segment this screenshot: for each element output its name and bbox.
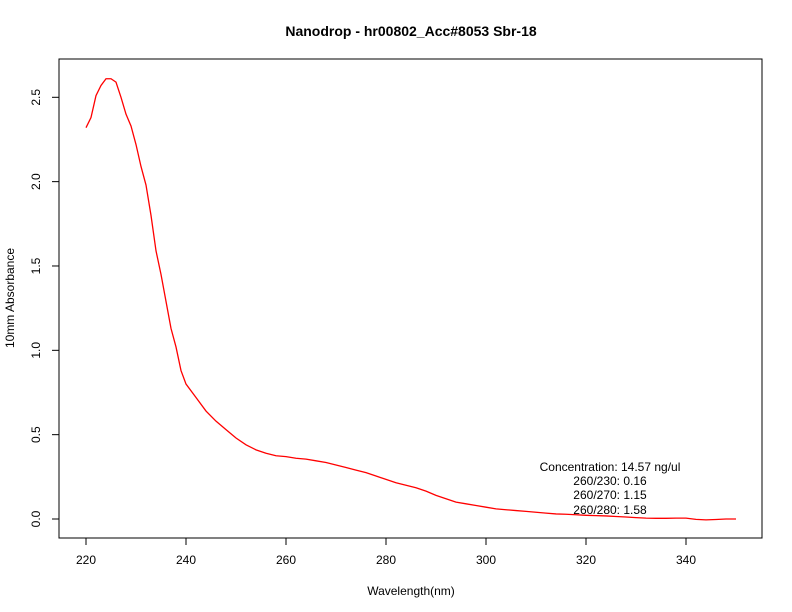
y-tick-label: 2.0 bbox=[29, 173, 43, 190]
y-tick-label: 0.5 bbox=[29, 426, 43, 443]
annotation-260-270: 260/270: 1.15 bbox=[573, 488, 647, 502]
annotation-260-280: 260/280: 1.58 bbox=[573, 503, 647, 517]
y-tick-label: 1.0 bbox=[29, 342, 43, 359]
x-tick-label: 280 bbox=[376, 553, 396, 567]
x-tick-label: 240 bbox=[176, 553, 196, 567]
annotation-concentration: Concentration: 14.57 ng/ul bbox=[540, 460, 681, 474]
x-tick-label: 220 bbox=[76, 553, 96, 567]
absorbance-series-line bbox=[85, 78, 736, 521]
y-axis-label: 10mm Absorbance bbox=[3, 248, 17, 348]
x-tick-label: 300 bbox=[476, 553, 496, 567]
x-axis-label: Wavelength(nm) bbox=[367, 584, 455, 598]
y-axis: 0.0 0.5 1.0 1.5 2.0 2.5 bbox=[29, 89, 60, 527]
x-tick-label: 260 bbox=[276, 553, 296, 567]
annotation-block: Concentration: 14.57 ng/ul 260/230: 0.16… bbox=[540, 460, 681, 517]
x-tick-label: 320 bbox=[576, 553, 596, 567]
x-axis: 220 240 260 280 300 320 340 bbox=[76, 537, 696, 567]
y-tick-label: 0.0 bbox=[29, 510, 43, 527]
chart-title: Nanodrop - hr00802_Acc#8053 Sbr-18 bbox=[285, 23, 537, 39]
y-tick-label: 2.5 bbox=[29, 89, 43, 106]
annotation-260-230: 260/230: 0.16 bbox=[573, 474, 647, 488]
x-tick-label: 340 bbox=[676, 553, 696, 567]
y-tick-label: 1.5 bbox=[29, 257, 43, 274]
